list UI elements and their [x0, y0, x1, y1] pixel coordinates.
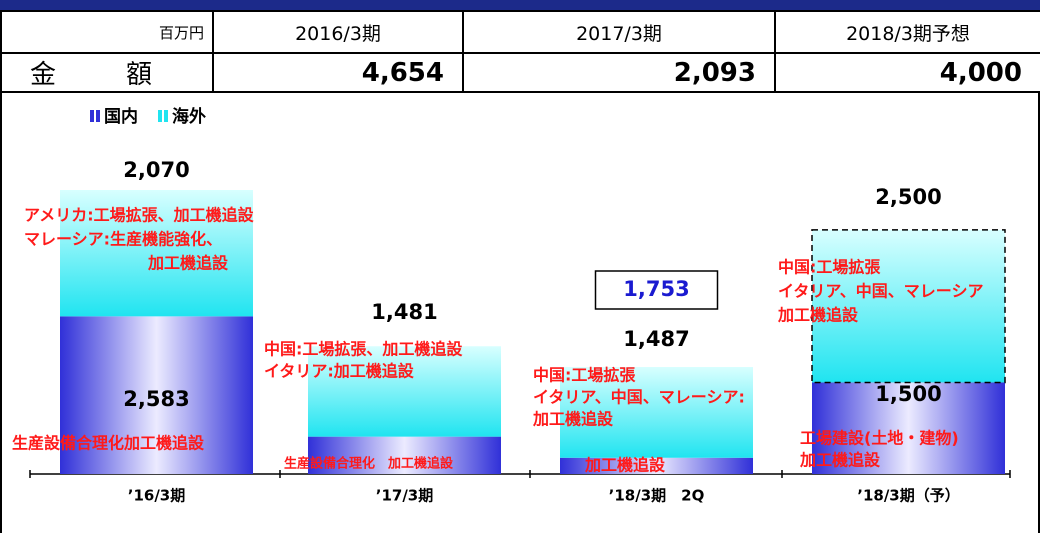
x-tick-label: ’17/3期 [376, 487, 434, 505]
bar [308, 436, 501, 474]
annotation: 加工機追設 [584, 456, 666, 475]
annotation: 中国:工場拡張 [533, 366, 636, 385]
annotation: 工場建設(土地・建物) [800, 429, 959, 448]
annotation: 加工機追設 [147, 254, 229, 273]
value-label: 2,500 [875, 185, 941, 209]
bar [812, 382, 1005, 474]
value-label: 1,481 [371, 300, 437, 324]
bar [811, 229, 1006, 384]
legend-label: 国内 [104, 106, 138, 127]
header-band [0, 0, 1040, 10]
annotation: 加工機追設 [799, 451, 881, 470]
amount-row: 金 額 4,654 2,093 4,000 [0, 52, 1040, 93]
annotation: 中国:工場拡張、加工機追設 [264, 340, 463, 359]
annotation: イタリア、中国、マレーシア: [533, 388, 745, 407]
bar [560, 367, 753, 458]
cell: 百万円 [0, 10, 214, 54]
annotation: 生産設備合理化 加工機追設 [284, 456, 454, 472]
annotation: 加工機追設 [777, 306, 859, 325]
bar [560, 457, 753, 474]
legend-swatch [158, 110, 162, 122]
cell: 2,093 [462, 52, 776, 93]
annotation: 生産設備合理化加工機追設 [12, 434, 205, 453]
cell: 2017/3期 [462, 10, 776, 54]
chart: 国内海外2,5832,070’16/3期6121,481’17/3期2661,4… [0, 93, 1040, 533]
annotation: 中国:工場拡張 [778, 258, 881, 277]
x-tick-label: ’18/3期（予） [857, 487, 960, 505]
value-label: 1,500 [875, 382, 941, 406]
cell: 金 額 [0, 52, 214, 93]
bar [60, 190, 253, 317]
annotation: イタリア:加工機追設 [264, 362, 415, 381]
annotation: 加工機追設 [532, 410, 614, 429]
x-tick-label: ’16/3期 [128, 487, 186, 505]
summary-table: 百万円 2016/3期 2017/3期 2018/3期予想 金 額 4,654 … [0, 10, 1040, 93]
x-tick-label: ’18/3期 2Q [609, 487, 705, 505]
annotation: イタリア、中国、マレーシア [778, 282, 983, 301]
bar [60, 316, 253, 474]
value-label: 2,583 [123, 387, 189, 411]
bar [308, 346, 501, 437]
cell: 2016/3期 [212, 10, 464, 54]
header-row: 百万円 2016/3期 2017/3期 2018/3期予想 [0, 10, 1040, 54]
legend-label: 海外 [172, 106, 206, 127]
total-box [594, 270, 719, 310]
legend-swatch [164, 110, 168, 122]
cell: 4,000 [774, 52, 1040, 93]
value-label: 2,070 [123, 158, 189, 182]
total-label: 1,753 [623, 277, 689, 301]
value-label: 1,487 [623, 327, 689, 351]
annotation: マレーシア:生産機能強化、 [24, 230, 222, 249]
annotation: アメリカ:工場拡張、加工機追設 [24, 206, 255, 225]
legend-swatch [96, 110, 100, 122]
cell: 4,654 [212, 52, 464, 93]
cell: 2018/3期予想 [774, 10, 1040, 54]
legend-swatch [90, 110, 94, 122]
